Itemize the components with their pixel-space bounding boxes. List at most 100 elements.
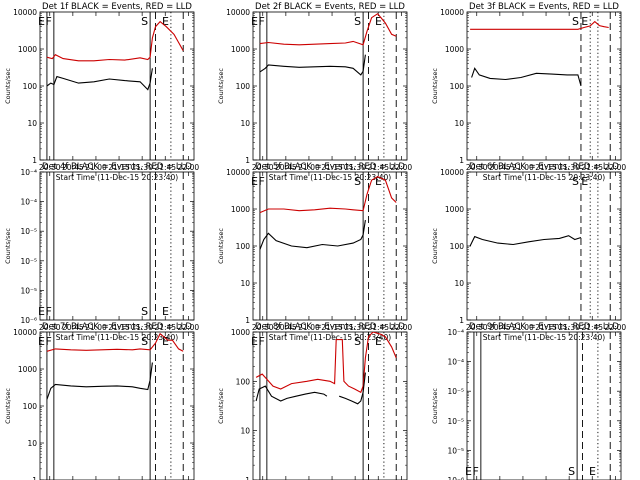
y-tick-label: 100 <box>236 377 251 386</box>
series-events-line <box>255 385 328 402</box>
y-tick-label: 100 <box>23 82 38 91</box>
marker-label: E <box>375 335 382 348</box>
marker-label: E <box>589 465 596 478</box>
x-tick-label: 21:45 <box>581 163 603 172</box>
x-tick-label: 21:30 <box>344 323 366 332</box>
panel-det-7f: Det 7f BLACK = Events, RED = LLD 1 10 100 10… <box>4 322 195 480</box>
y-tick-label: 10⁻⁵ <box>447 446 464 455</box>
x-tick-label: 20:30 <box>39 323 61 332</box>
x-axis-label: Start Time (11-Dec-15 20:23:40) <box>56 333 178 342</box>
plot-frame <box>466 331 622 480</box>
panel-det-4f: Det 4f BLACK = Events, RED = LLD 10⁻⁶ 10⁻⁵… <box>4 162 199 342</box>
panel-det-8f: Det 8f BLACK = Events, RED = LLD 1 10 100 10… <box>217 322 408 480</box>
x-tick-label: 20:30 <box>252 323 274 332</box>
plot-frame <box>39 171 195 321</box>
panel-det-1f: Det 1f BLACK = Events, RED = LLD 1 10 100 10… <box>4 2 199 182</box>
marker-label: S <box>572 175 579 188</box>
marker-label: S <box>572 15 579 28</box>
x-tick-label: 21:30 <box>344 163 366 172</box>
panel-title: Det 1f BLACK = Events, RED = LLD <box>42 2 192 12</box>
y-tick-label: 1 <box>32 476 37 480</box>
x-tick-label: 22:00 <box>178 323 200 332</box>
x-axis-label: Start Time (11-Dec-15 20:23:40) <box>483 173 605 182</box>
y-axis-label: Counts/sec <box>4 388 12 424</box>
y-axis-label: Counts/sec <box>4 68 12 104</box>
plot-frame <box>252 331 408 480</box>
x-tick-label: 21:45 <box>154 163 176 172</box>
marker-label: E <box>375 175 382 188</box>
series-events-line <box>339 372 366 405</box>
marker-label: E <box>38 335 45 348</box>
series-events-line <box>471 67 582 87</box>
marker-label: S <box>141 305 148 318</box>
x-tick-label: 20:45 <box>489 163 511 172</box>
series-lld-line <box>46 20 184 62</box>
marker-label: E <box>581 175 588 188</box>
panel-title: Det 2f BLACK = Events, RED = LLD <box>255 2 405 12</box>
x-tick-label: 21:45 <box>581 323 603 332</box>
y-axis-label: Counts/sec <box>431 228 439 264</box>
x-tick-label: 22:00 <box>391 323 413 332</box>
y-tick-label: 1000 <box>445 205 464 214</box>
marker-label: S <box>141 335 148 348</box>
marker-label: E <box>162 335 169 348</box>
y-tick-label: 1000 <box>18 365 37 374</box>
x-axis-label: Start Time (11-Dec-15 20:23:40) <box>269 173 391 182</box>
panel-title: Det 9f BLACK = Events, RED = LLD <box>469 322 619 332</box>
marker-label: E <box>581 15 588 28</box>
y-tick-label: 1 <box>32 156 37 165</box>
panel-title: Det 4f BLACK = Events, RED = LLD <box>42 162 192 172</box>
panel-det-9f: Det 9f BLACK = Events, RED = LLD 10⁻⁶ 10⁻⁵… <box>431 322 622 480</box>
y-tick-label: 10⁻⁴ <box>20 198 37 207</box>
x-tick-label: 21:45 <box>367 323 389 332</box>
x-tick-label: 21:45 <box>367 163 389 172</box>
x-tick-label: 22:00 <box>391 163 413 172</box>
marker-label: F <box>46 305 52 318</box>
marker-label: E <box>251 175 258 188</box>
panel-title: Det 8f BLACK = Events, RED = LLD <box>255 322 405 332</box>
x-tick-label: 21:30 <box>131 163 153 172</box>
marker-label: F <box>473 465 479 478</box>
y-tick-label: 10 <box>27 439 37 448</box>
marker-label: S <box>354 335 361 348</box>
y-tick-label: 1 <box>459 156 464 165</box>
marker-label: S <box>354 175 361 188</box>
y-axis-label: Counts/sec <box>431 388 439 424</box>
x-tick-label: 22:00 <box>605 163 627 172</box>
y-tick-label: 10⁻⁶ <box>20 316 37 325</box>
marker-label: E <box>162 15 169 28</box>
y-tick-label: 1000 <box>18 45 37 54</box>
marker-label: F <box>259 335 265 348</box>
x-tick-label: 21:00 <box>85 163 107 172</box>
series-events-line <box>46 68 153 91</box>
series-events-line <box>469 235 582 247</box>
y-tick-label: 10000 <box>13 328 37 337</box>
y-tick-label: 10⁻⁵ <box>447 417 464 426</box>
panel-det-5f: Det 5f BLACK = Events, RED = LLD 1 10 100 10… <box>217 162 412 342</box>
x-tick-label: 20:45 <box>62 163 84 172</box>
x-tick-label: 21:00 <box>85 323 107 332</box>
y-tick-label: 10 <box>454 279 464 288</box>
x-axis-label: Start Time (11-Dec-15 20:23:40) <box>269 333 391 342</box>
x-tick-label: 20:30 <box>466 163 488 172</box>
y-tick-label: 10 <box>240 119 250 128</box>
y-tick-label: 100 <box>23 402 38 411</box>
y-tick-label: 10000 <box>440 8 464 17</box>
x-tick-label: 21:00 <box>512 163 534 172</box>
y-tick-label: 10⁻⁴ <box>447 328 464 337</box>
marker-label: F <box>46 335 52 348</box>
marker-label: E <box>375 15 382 28</box>
y-tick-label: 1 <box>459 316 464 325</box>
panel-det-3f: Det 3f BLACK = Events, RED = LLD 1 10 100 10… <box>431 2 626 182</box>
x-tick-label: 22:00 <box>605 323 627 332</box>
x-tick-label: 21:15 <box>535 163 557 172</box>
x-tick-label: 21:45 <box>154 323 176 332</box>
x-tick-label: 21:15 <box>108 323 130 332</box>
y-tick-label: 10000 <box>13 8 37 17</box>
marker-label: E <box>38 15 45 28</box>
x-tick-label: 21:00 <box>298 323 320 332</box>
panel-title: Det 6f BLACK = Events, RED = LLD <box>469 162 619 172</box>
x-tick-label: 20:30 <box>466 323 488 332</box>
y-axis-label: Counts/sec <box>431 68 439 104</box>
